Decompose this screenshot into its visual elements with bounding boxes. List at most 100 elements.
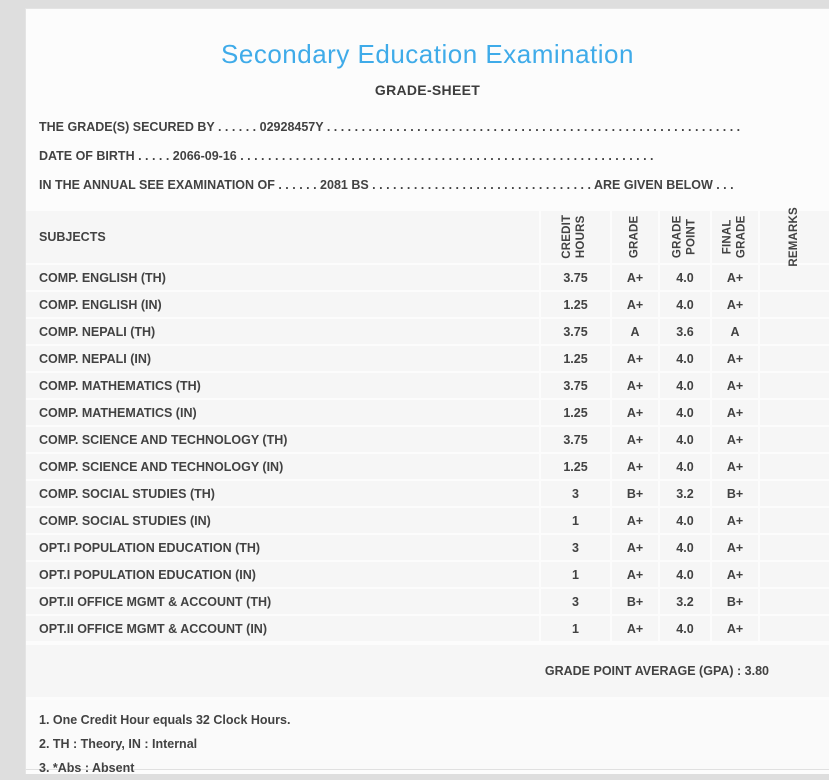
grade-cell: A+ [610,616,658,643]
grade-cell: A+ [610,265,658,292]
subject-cell: COMP. SCIENCE AND TECHNOLOGY (IN) [26,454,539,481]
subject-cell: COMP. NEPALI (IN) [26,346,539,373]
credit-hours-cell: 1.25 [539,292,610,319]
final-grade-cell: A+ [710,400,758,427]
date-of-birth-label: DATE OF BIRTH [39,149,135,163]
dotted-leader: . . . . . . [275,178,320,192]
candidate-symbol-number: 02928457Y [260,120,324,134]
credit-hours-cell: 1.25 [539,346,610,373]
credit-hours-cell: 3.75 [539,373,610,400]
remarks-cell [758,319,829,346]
final-grade-cell: A+ [710,292,758,319]
credit-hours-cell: 1.25 [539,454,610,481]
subject-cell: OPT.II OFFICE MGMT & ACCOUNT (IN) [26,616,539,643]
remarks-cell [758,346,829,373]
remarks-cell [758,481,829,508]
grade-point-cell: 3.2 [658,481,710,508]
table-row: OPT.II OFFICE MGMT & ACCOUNT (IN) 1 A+ 4… [26,616,829,643]
grade-point-cell: 3.2 [658,589,710,616]
grade-cell: A+ [610,346,658,373]
credit-hours-cell: 1.25 [539,400,610,427]
remarks-cell [758,265,829,292]
subject-cell: COMP. SOCIAL STUDIES (IN) [26,508,539,535]
info-line-secured-by: THE GRADE(S) SECURED BY . . . . . . 0292… [39,113,751,142]
table-row: OPT.I POPULATION EDUCATION (IN) 1 A+ 4.0… [26,562,829,589]
table-row: OPT.II OFFICE MGMT & ACCOUNT (TH) 3 B+ 3… [26,589,829,616]
gpa-label: GRADE POINT AVERAGE (GPA) : [545,664,745,678]
col-header-grade-point: GRADE POINT [658,211,710,265]
exam-year-value: 2081 BS [320,178,369,192]
dotted-leader: . . . . . [135,149,173,163]
table-row: COMP. NEPALI (TH) 3.75 A 3.6 A [26,319,829,346]
grade-point-cell: 4.0 [658,292,710,319]
footnote-th-in: 2. TH : Theory, IN : Internal [39,732,829,756]
remarks-cell [758,562,829,589]
grade-cell: A+ [610,292,658,319]
grade-point-cell: 4.0 [658,454,710,481]
info-line-exam-year: IN THE ANNUAL SEE EXAMINATION OF . . . .… [39,171,751,200]
page-title: Secondary Education Examination [26,39,829,70]
grade-cell: A+ [610,508,658,535]
remarks-cell [758,292,829,319]
table-row: COMP. MATHEMATICS (IN) 1.25 A+ 4.0 A+ [26,400,829,427]
grade-point-cell: 4.0 [658,346,710,373]
credit-hours-cell: 3.75 [539,319,610,346]
col-header-grade: GRADE [610,211,658,265]
footnotes-section: 1. One Credit Hour equals 32 Clock Hours… [26,700,829,770]
grade-cell: A+ [610,454,658,481]
subject-cell: COMP. ENGLISH (IN) [26,292,539,319]
subject-cell: OPT.I POPULATION EDUCATION (IN) [26,562,539,589]
candidate-info: THE GRADE(S) SECURED BY . . . . . . 0292… [39,113,829,200]
subject-cell: OPT.II OFFICE MGMT & ACCOUNT (TH) [26,589,539,616]
footnote-abs: 3. *Abs : Absent [39,756,829,780]
table-header-row: SUBJECTS CREDIT HOURS GRADE GRADE POINT … [26,211,829,265]
grade-cell: A+ [610,535,658,562]
credit-hours-cell: 3 [539,589,610,616]
footnote-credit-hour: 1. One Credit Hour equals 32 Clock Hours… [39,708,829,732]
info-line-date-of-birth: DATE OF BIRTH . . . . . 2066-09-16 . . .… [39,142,751,171]
final-grade-cell: A+ [710,508,758,535]
final-grade-cell: A+ [710,373,758,400]
gpa-value: 3.80 [745,664,769,678]
grade-point-cell: 4.0 [658,562,710,589]
final-grade-cell: A [710,319,758,346]
exam-year-label: IN THE ANNUAL SEE EXAMINATION OF [39,178,275,192]
remarks-cell [758,589,829,616]
grade-cell: A+ [610,427,658,454]
col-header-subjects: SUBJECTS [26,211,539,265]
final-grade-cell: B+ [710,589,758,616]
grade-point-cell: 3.6 [658,319,710,346]
table-row: COMP. NEPALI (IN) 1.25 A+ 4.0 A+ [26,346,829,373]
dotted-leader: . . . . . . . . . . . . . . . . . . . . … [237,149,654,163]
remarks-cell [758,454,829,481]
dotted-leader: . . . . . . . . . . . . . . . . . . . . … [369,178,594,192]
credit-hours-cell: 1 [539,508,610,535]
table-row: COMP. MATHEMATICS (TH) 3.75 A+ 4.0 A+ [26,373,829,400]
credit-hours-cell: 3.75 [539,265,610,292]
grade-cell: A+ [610,562,658,589]
grade-point-cell: 4.0 [658,508,710,535]
grade-sheet-panel: Secondary Education Examination GRADE-SH… [25,8,829,774]
grade-cell: B+ [610,589,658,616]
grade-cell: A+ [610,373,658,400]
subject-cell: COMP. SOCIAL STUDIES (TH) [26,481,539,508]
final-grade-cell: B+ [710,481,758,508]
col-header-remarks: REMARKS [758,211,829,265]
remarks-cell [758,616,829,643]
final-grade-cell: A+ [710,562,758,589]
remarks-cell [758,400,829,427]
date-of-birth-value: 2066-09-16 [173,149,237,163]
table-row: COMP. SCIENCE AND TECHNOLOGY (IN) 1.25 A… [26,454,829,481]
final-grade-cell: A+ [710,616,758,643]
grades-table-body: COMP. ENGLISH (TH) 3.75 A+ 4.0 A+ COMP. … [26,265,829,643]
final-grade-cell: A+ [710,346,758,373]
credit-hours-cell: 3 [539,481,610,508]
grade-point-cell: 4.0 [658,265,710,292]
col-header-credit-hours: CREDIT HOURS [539,211,610,265]
secured-by-label: THE GRADE(S) SECURED BY [39,120,214,134]
table-row: COMP. SOCIAL STUDIES (TH) 3 B+ 3.2 B+ [26,481,829,508]
grade-point-cell: 4.0 [658,373,710,400]
subject-cell: COMP. MATHEMATICS (TH) [26,373,539,400]
grades-table: SUBJECTS CREDIT HOURS GRADE GRADE POINT … [26,211,829,643]
table-row: COMP. ENGLISH (TH) 3.75 A+ 4.0 A+ [26,265,829,292]
